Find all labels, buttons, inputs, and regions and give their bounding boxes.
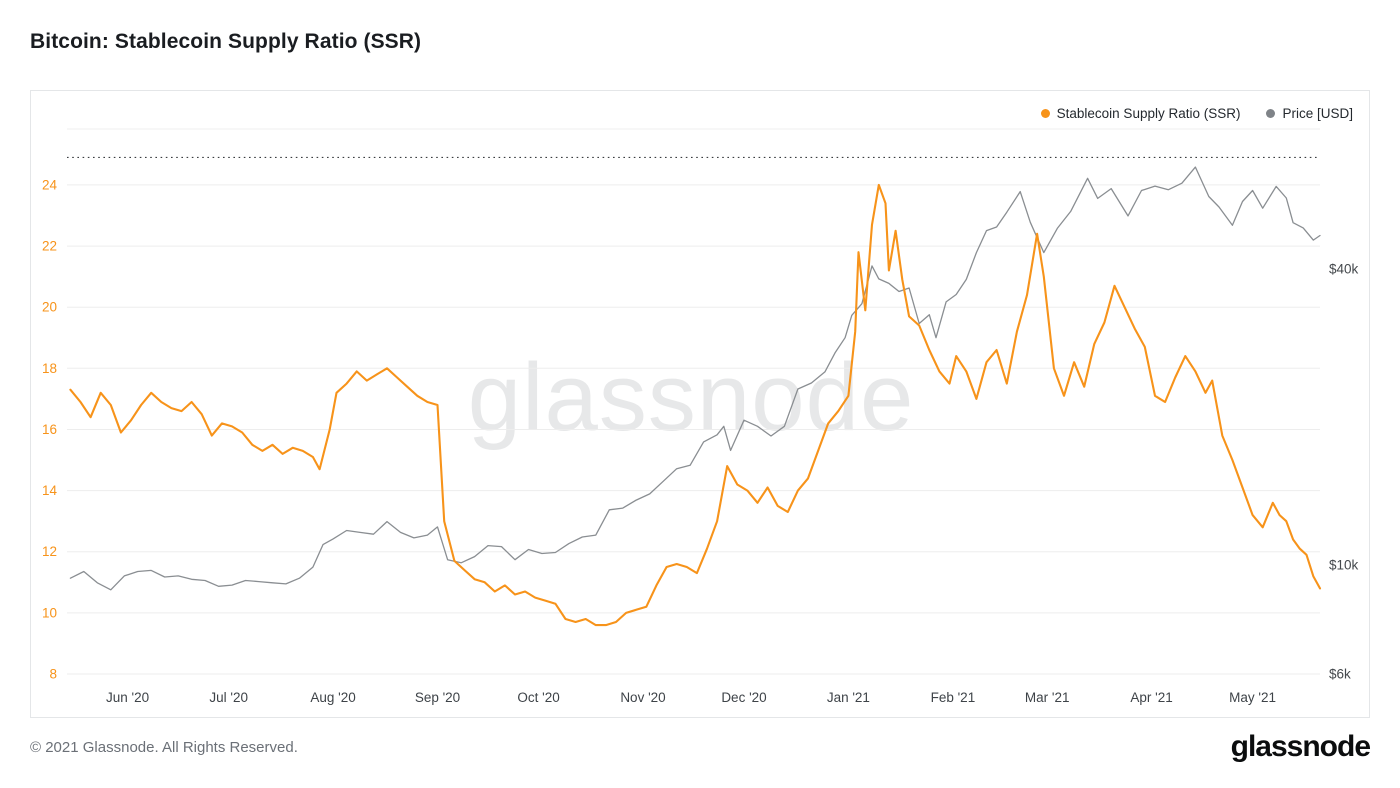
y-axis-label-left: 18 (42, 361, 57, 376)
page-title: Bitcoin: Stablecoin Supply Ratio (SSR) (30, 30, 422, 53)
x-axis-label: Jan '21 (827, 690, 870, 705)
glassnode-logo[interactable]: glassnode (1230, 730, 1371, 763)
y-axis-label-left: 16 (42, 422, 57, 437)
legend-item-price[interactable]: Price [USD] (1266, 106, 1353, 121)
legend-label-ssr: Stablecoin Supply Ratio (SSR) (1056, 106, 1241, 121)
page-footer: © 2021 Glassnode. All Rights Reserved. g… (30, 730, 1371, 764)
y-axis-label-left: 10 (42, 605, 57, 620)
y-axis-label-left: 24 (42, 177, 58, 192)
price-series-dot-icon (1266, 109, 1276, 118)
x-axis-label: Nov '20 (620, 690, 665, 705)
x-axis-label: Feb '21 (931, 690, 976, 705)
ssr-series-dot-icon (1040, 109, 1050, 118)
glassnode-watermark: glassnode (467, 344, 915, 451)
x-axis-label: Jun '20 (106, 690, 149, 705)
y-axis-label-left: 12 (42, 544, 57, 559)
chart-canvas[interactable]: 8 10 12 14 16 18 20 22 24 $6k $10k $40k Jun '20 Jul '… (31, 91, 1369, 717)
y-axis-label-left: 22 (42, 239, 57, 254)
x-axis-label: Aug '20 (310, 690, 355, 705)
x-axis-label: May '21 (1229, 690, 1276, 705)
x-axis-label: Mar '21 (1025, 690, 1070, 705)
y-axis-label-right: $10k (1329, 557, 1359, 572)
price-line-series[interactable] (69, 166, 1321, 591)
y-axis-label-right: $40k (1329, 262, 1359, 277)
x-axis-label: Apr '21 (1130, 690, 1172, 705)
chart-container: glassnode 8 10 12 14 16 18 20 22 24 $6k $10k $40k Ju… (30, 90, 1370, 718)
y-axis-label-right: $6k (1329, 667, 1351, 682)
x-axis-label: Dec '20 (721, 690, 766, 705)
ssr-line-series[interactable] (69, 183, 1322, 627)
copyright-text: © 2021 Glassnode. All Rights Reserved. (30, 738, 298, 756)
y-axis-label-left: 14 (42, 483, 58, 498)
x-axis-label: Jul '20 (209, 690, 248, 705)
legend-item-ssr[interactable]: Stablecoin Supply Ratio (SSR) (1040, 106, 1241, 121)
x-axis-label: Sep '20 (415, 690, 460, 705)
chart-legend: Stablecoin Supply Ratio (SSR) Price [USD… (1040, 106, 1353, 121)
y-axis-label-left: 20 (42, 300, 57, 315)
x-axis-label: Oct '20 (517, 690, 559, 705)
legend-label-price: Price [USD] (1282, 106, 1353, 121)
y-axis-label-left: 8 (49, 667, 57, 682)
